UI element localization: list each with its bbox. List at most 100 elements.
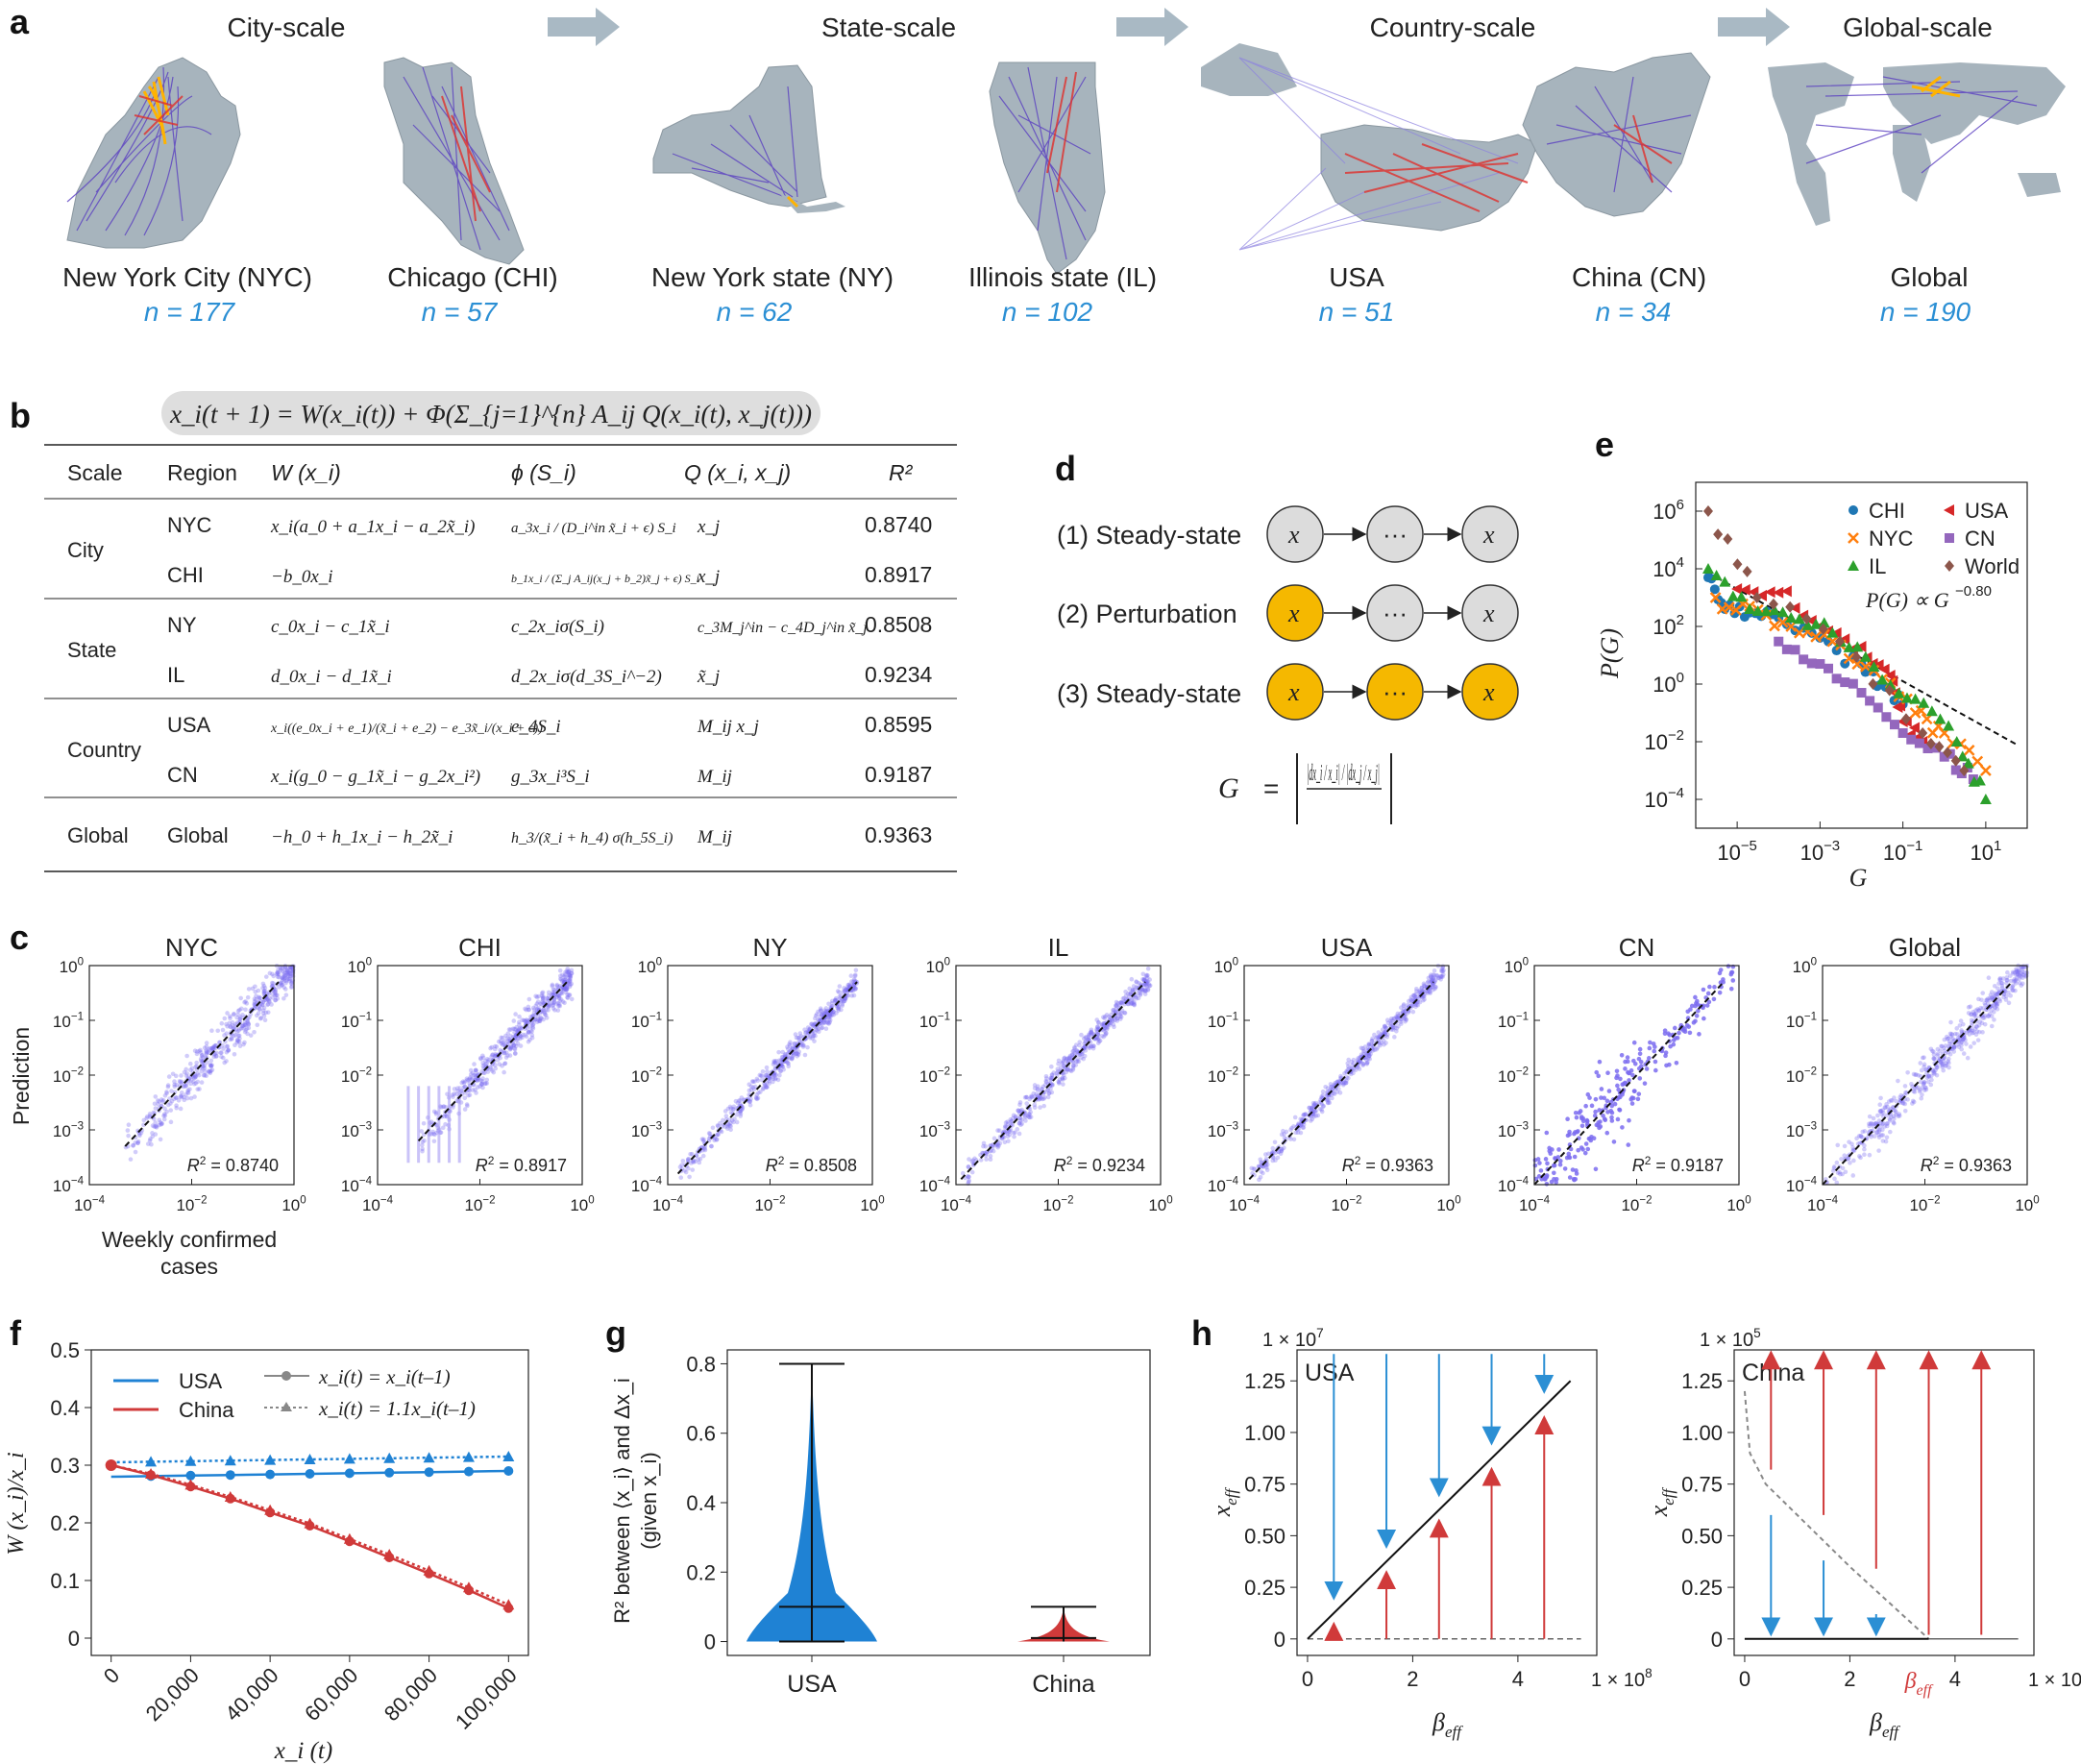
c-point [706, 1131, 712, 1136]
c-point [699, 1137, 705, 1141]
c-point [288, 965, 293, 970]
c-point [763, 1083, 769, 1089]
c-point [517, 1014, 522, 1019]
c-point [823, 1012, 828, 1017]
e-point-il [1868, 660, 1880, 672]
c-point [527, 1024, 533, 1030]
c-point [1060, 1076, 1065, 1082]
c-point [209, 1046, 214, 1051]
c-point [1892, 1120, 1897, 1126]
c-point [172, 1082, 177, 1088]
c-point [564, 984, 570, 990]
c-point [760, 1087, 766, 1091]
c-point [969, 1169, 975, 1175]
c-ytick-label: 10−1 [919, 1011, 950, 1031]
c-point [234, 1038, 240, 1043]
c-point [845, 992, 851, 998]
c-point [1132, 988, 1138, 992]
c-point [1345, 1061, 1351, 1066]
e-ytick-label: 10−2 [1644, 727, 1684, 754]
c-point [1589, 1103, 1595, 1109]
c-point [273, 991, 278, 996]
c-point [810, 1023, 816, 1028]
c-point [841, 996, 845, 1002]
f-series-marker [305, 1469, 315, 1479]
c-point [154, 1123, 159, 1129]
c-point [988, 1157, 993, 1163]
c-point [1369, 1039, 1375, 1043]
c-point [1074, 1047, 1079, 1053]
c-point [1131, 988, 1136, 992]
c-point [1138, 992, 1143, 996]
e-point-usa [1873, 659, 1884, 672]
c-point [531, 1021, 536, 1026]
c-point [178, 1079, 183, 1085]
c-point [530, 1013, 536, 1018]
c-point [559, 978, 565, 984]
e-point-nyc [1709, 592, 1722, 603]
c-ytick-label: 100 [1214, 956, 1238, 976]
c-point [819, 1020, 823, 1026]
c-point [1049, 1072, 1055, 1078]
c-point [506, 1037, 512, 1041]
c-point [1438, 977, 1443, 982]
c-point [1035, 1086, 1040, 1091]
c-point [210, 1045, 215, 1050]
c-point [1005, 1131, 1010, 1137]
c-point [1127, 992, 1133, 997]
c-point [277, 974, 282, 980]
c-point [1001, 1129, 1007, 1134]
c-point [1629, 1101, 1635, 1106]
c-point [813, 1027, 819, 1032]
c-point [528, 1020, 534, 1026]
c-point [565, 994, 570, 1000]
c-point [246, 1025, 252, 1031]
e-point-nyc [1843, 652, 1855, 665]
c-point [550, 992, 555, 997]
c-point [1064, 1056, 1068, 1062]
c-point [1062, 1056, 1066, 1061]
c-point [1377, 1033, 1383, 1039]
c-point [269, 980, 275, 986]
c-point [811, 1033, 817, 1039]
c-point [764, 1065, 770, 1070]
c-point [189, 1066, 195, 1071]
c-point [1042, 1082, 1048, 1088]
f-series-marker [502, 1599, 515, 1610]
c-point [554, 994, 560, 1000]
c-point [1142, 981, 1148, 986]
c-point [1667, 1032, 1673, 1038]
c-point [158, 1137, 163, 1142]
c-point [1105, 1024, 1111, 1030]
c-point [473, 1088, 477, 1092]
c-point [842, 986, 846, 991]
c-point [211, 1054, 217, 1060]
c-point [173, 1073, 179, 1079]
c-xtick-label: 10−4 [652, 1194, 684, 1214]
c-point [997, 1140, 1003, 1146]
map-global [1763, 58, 2075, 235]
c-point [243, 1028, 249, 1033]
c-point [1130, 987, 1136, 992]
c-point [1113, 1009, 1118, 1015]
c-point [1117, 1003, 1122, 1008]
c-point [502, 1039, 507, 1043]
c-point [185, 1090, 191, 1095]
c-point [157, 1099, 161, 1104]
c-point [443, 1105, 449, 1110]
e-point-cn [1781, 644, 1792, 654]
c-point [1359, 1045, 1364, 1051]
c-point [1144, 980, 1150, 986]
region-name-il-state: Illinois state (IL) [968, 262, 1157, 292]
c-point [845, 982, 851, 988]
f-axes [90, 1349, 529, 1656]
c-point [1141, 976, 1147, 982]
c-point [754, 1096, 760, 1102]
c-r2-label: R2 = 0.9187 [1632, 1154, 1724, 1175]
e-point-world [1918, 726, 1928, 739]
c-point [1087, 1032, 1092, 1038]
c-point [1108, 1022, 1113, 1027]
c-point [807, 1026, 812, 1032]
c-xtick-label: 10−4 [1519, 1194, 1551, 1214]
c-point [252, 1002, 257, 1008]
